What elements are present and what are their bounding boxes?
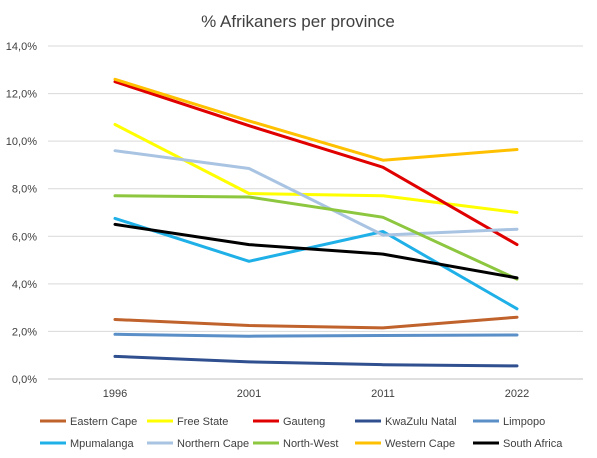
legend-label: Northern Cape <box>177 438 249 450</box>
series-line <box>113 315 519 330</box>
legend-label: Western Cape <box>385 438 455 450</box>
legend: Eastern Cape Free State Gauteng KwaZulu Nat… <box>40 416 563 450</box>
legend-item: Eastern Cape <box>40 416 137 428</box>
x-tick-label: 2022 <box>505 388 529 400</box>
series-lines <box>113 77 519 368</box>
x-axis-tick-labels: 1996 2001 2011 2022 <box>103 388 529 400</box>
series-line <box>113 354 519 368</box>
y-tick-label: 8,0% <box>12 184 37 196</box>
legend-item: Western Cape <box>355 438 455 450</box>
legend-item: Mpumalanga <box>40 438 134 450</box>
legend-label: KwaZulu Natal <box>385 416 457 428</box>
series-line <box>113 332 519 338</box>
x-tick-label: 2011 <box>371 388 395 400</box>
series-line <box>113 194 519 281</box>
y-tick-label: 4,0% <box>12 279 37 291</box>
legend-label: Mpumalanga <box>70 438 134 450</box>
legend-label: North-West <box>283 438 338 450</box>
legend-item: KwaZulu Natal <box>355 416 457 428</box>
legend-item: North-West <box>253 438 338 450</box>
series-line <box>113 149 519 237</box>
legend-item: South Africa <box>473 438 563 450</box>
y-tick-label: 0,0% <box>12 374 37 386</box>
series-line <box>113 80 519 247</box>
x-tick-label: 2001 <box>237 388 261 400</box>
chart-title: % Afrikaners per province <box>201 12 395 31</box>
legend-item: Gauteng <box>253 416 325 428</box>
legend-item: Limpopo <box>473 416 545 428</box>
legend-label: Eastern Cape <box>70 416 137 428</box>
series-line <box>113 216 519 311</box>
series-line <box>113 222 519 280</box>
legend-label: Limpopo <box>503 416 545 428</box>
y-tick-label: 12,0% <box>6 89 37 101</box>
legend-label: Gauteng <box>283 416 325 428</box>
y-tick-label: 2,0% <box>12 326 37 338</box>
y-axis-tick-labels: 0,0% 2,0% 4,0% 6,0% 8,0% 10,0% 12,0% 14,0% <box>6 41 37 386</box>
series-line <box>113 123 519 214</box>
legend-item: Northern Cape <box>147 438 249 450</box>
y-tick-label: 14,0% <box>6 41 37 53</box>
gridlines <box>48 45 583 380</box>
y-tick-label: 6,0% <box>12 231 37 243</box>
legend-item: Free State <box>147 416 228 428</box>
x-tick-label: 1996 <box>103 388 127 400</box>
legend-label: South Africa <box>503 438 563 450</box>
y-tick-label: 10,0% <box>6 136 37 148</box>
series-line <box>113 77 519 162</box>
legend-label: Free State <box>177 416 228 428</box>
